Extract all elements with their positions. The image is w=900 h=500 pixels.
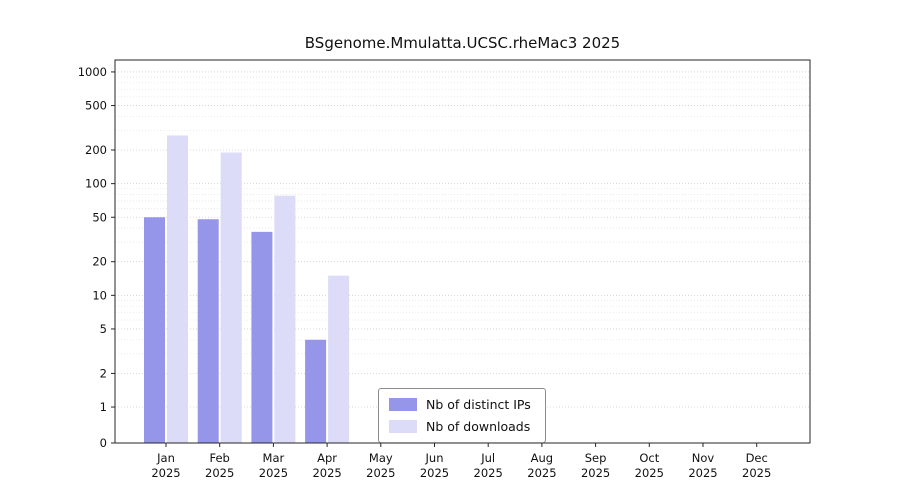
legend-swatch-downloads xyxy=(389,420,417,433)
y-tick-label: 100 xyxy=(85,177,107,191)
x-tick-label-month: Dec xyxy=(746,451,768,465)
y-tick-label: 1 xyxy=(100,400,107,414)
plot-border xyxy=(114,59,811,444)
y-tick-label: 20 xyxy=(92,255,107,269)
x-tick-label-year: 2025 xyxy=(366,466,395,480)
x-tick-label-month: Oct xyxy=(639,451,659,465)
y-tick-label: 50 xyxy=(92,210,107,224)
x-tick-label-month: Mar xyxy=(263,451,285,465)
legend: Nb of distinct IPs Nb of downloads xyxy=(378,388,546,443)
x-tick-label-year: 2025 xyxy=(420,466,449,480)
bar-downloads-apr xyxy=(328,275,350,443)
legend-item-distinct-ips: Nb of distinct IPs xyxy=(389,397,531,412)
y-tick-label: 5 xyxy=(100,322,107,336)
y-tick-label: 10 xyxy=(92,288,107,302)
x-tick-label-month: Nov xyxy=(692,451,715,465)
bar-downloads-jan xyxy=(167,135,188,443)
x-tick-label-year: 2025 xyxy=(151,466,180,480)
x-tick-label-year: 2025 xyxy=(259,466,288,480)
legend-label-distinct-ips: Nb of distinct IPs xyxy=(426,397,531,412)
x-tick-label-month: Sep xyxy=(585,451,607,465)
x-tick-label-month: Aug xyxy=(531,451,553,465)
x-tick-label-year: 2025 xyxy=(742,466,771,480)
chart-title: BSgenome.Mmulatta.UCSC.rheMac3 2025 xyxy=(304,34,621,52)
bar-downloads-mar xyxy=(274,195,296,443)
y-tick-label: 200 xyxy=(85,143,107,157)
y-tick-label: 1000 xyxy=(78,65,107,79)
y-tick-label: 2 xyxy=(100,366,107,380)
bar-distinct-ips-apr xyxy=(305,339,327,443)
x-tick-label-year: 2025 xyxy=(312,466,341,480)
x-tick-label-year: 2025 xyxy=(581,466,610,480)
y-tick-label: 500 xyxy=(85,99,107,113)
bar-downloads-feb xyxy=(220,152,242,443)
x-tick-label-month: Apr xyxy=(317,451,337,465)
legend-label-downloads: Nb of downloads xyxy=(426,419,531,434)
legend-swatch-distinct-ips xyxy=(389,398,417,411)
x-tick-label-month: Jun xyxy=(425,451,444,465)
x-tick-label-month: Jan xyxy=(156,451,175,465)
x-tick-label-month: May xyxy=(369,451,393,465)
x-tick-label-year: 2025 xyxy=(635,466,664,480)
x-tick-label-month: Jul xyxy=(480,451,495,465)
bar-distinct-ips-jan xyxy=(144,217,165,443)
x-tick-label-year: 2025 xyxy=(474,466,503,480)
x-tick-label-month: Feb xyxy=(210,451,230,465)
x-tick-label-year: 2025 xyxy=(205,466,234,480)
bar-distinct-ips-mar xyxy=(251,231,273,443)
y-tick-label: 0 xyxy=(100,436,107,450)
x-tick-label-year: 2025 xyxy=(527,466,556,480)
bar-distinct-ips-feb xyxy=(197,219,219,443)
x-tick-label-year: 2025 xyxy=(688,466,717,480)
legend-item-downloads: Nb of downloads xyxy=(389,419,531,434)
